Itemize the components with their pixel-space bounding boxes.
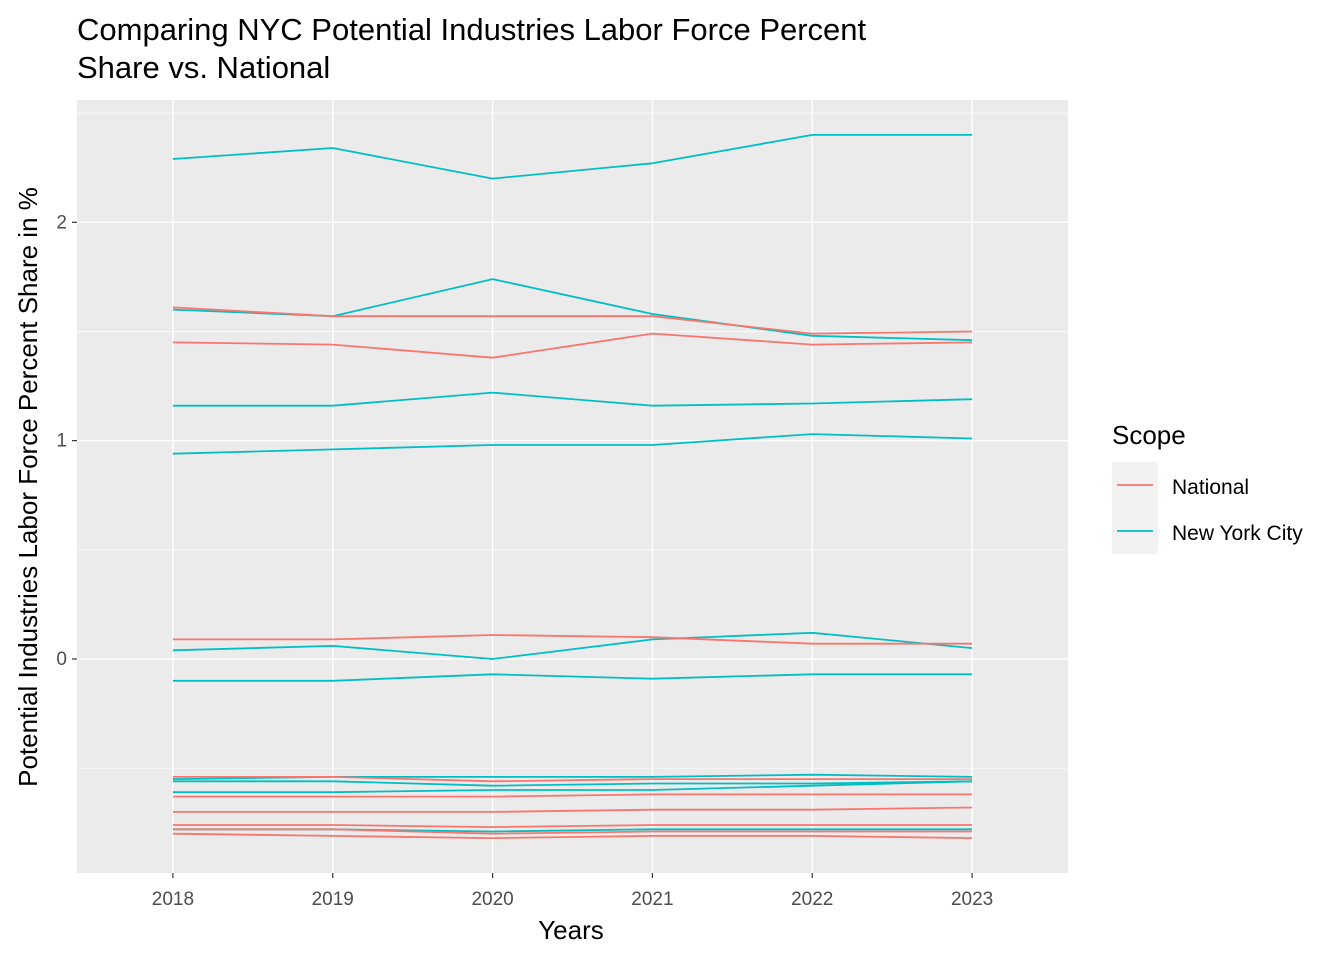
x-tick-labels: 2018 2019 2020 2021 2022 2023: [152, 889, 993, 910]
series-line-national: [172, 828, 973, 835]
x-axis-title: Years: [538, 915, 604, 945]
series-line-national: [172, 806, 973, 813]
x-tick-label: 2018: [152, 889, 194, 910]
x-tick-label: 2021: [631, 889, 673, 910]
chart-title-line-1: Comparing NYC Potential Industries Labor…: [77, 12, 867, 47]
series-line-national: [172, 832, 973, 839]
legend: Scope National New York City: [1112, 420, 1303, 554]
series-line-national: [172, 793, 973, 798]
y-tick-label: 2: [56, 212, 67, 233]
series-line-new-york-city: [172, 433, 973, 455]
legend-label-new-york-city: New York City: [1172, 522, 1303, 545]
x-tick-label: 2022: [791, 889, 833, 910]
y-tick-label: 0: [56, 649, 67, 670]
series-line-new-york-city: [172, 673, 973, 682]
x-tick-label: 2023: [951, 889, 993, 910]
axis-ticks: [72, 221, 973, 878]
y-axis-title: Potential Industries Labor Force Percent…: [13, 187, 43, 787]
legend-label-national: National: [1172, 476, 1249, 499]
chart-title-line-2: Share vs. National: [77, 50, 330, 85]
series-line-new-york-city: [172, 631, 973, 660]
series-lines: [172, 133, 973, 839]
y-tick-label: 1: [56, 431, 67, 452]
plot-panel: [77, 100, 1068, 873]
grid-minor: [77, 112, 1068, 769]
legend-title: Scope: [1112, 420, 1186, 450]
y-tick-labels: 0 1 2: [56, 212, 67, 670]
series-line-new-york-city: [172, 780, 973, 794]
grid-major: [77, 100, 1068, 873]
series-line-national: [172, 634, 973, 645]
x-tick-label: 2020: [471, 889, 513, 910]
x-tick-label: 2019: [312, 889, 354, 910]
series-line-new-york-city: [172, 133, 973, 180]
series-line-national: [172, 306, 973, 335]
series-line-national: [172, 332, 973, 359]
series-line-new-york-city: [172, 780, 973, 787]
series-line-national: [172, 776, 973, 783]
series-line-national: [172, 824, 973, 828]
series-line-new-york-city: [172, 391, 973, 407]
